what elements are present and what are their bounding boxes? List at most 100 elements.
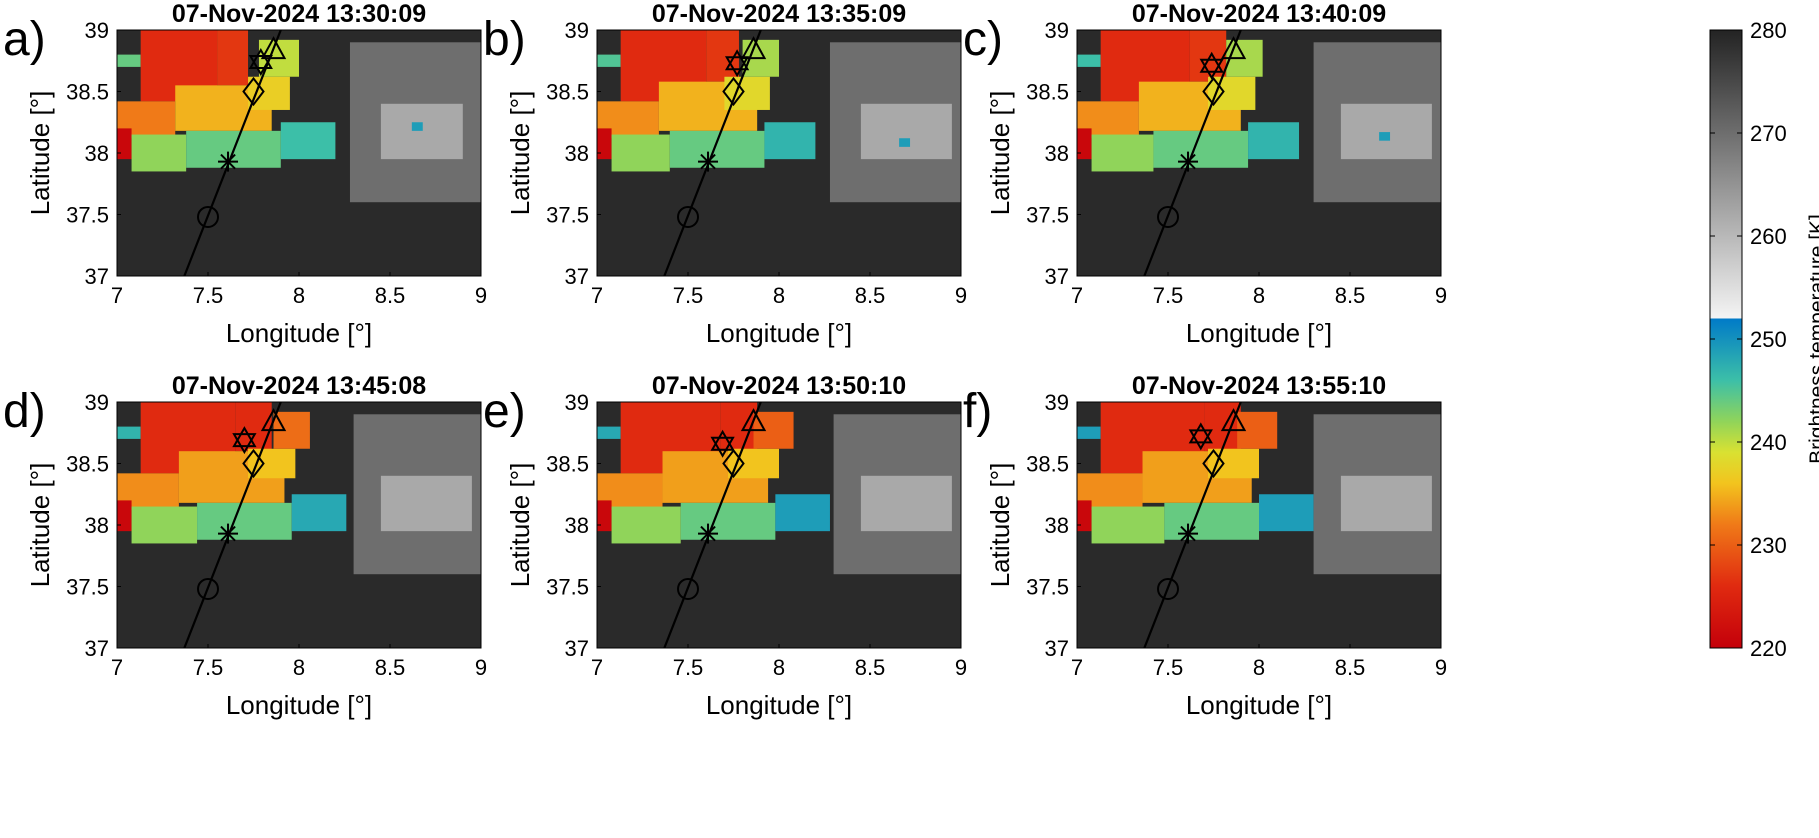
brightness-cell xyxy=(1259,494,1314,532)
plot-area xyxy=(117,402,481,648)
y-tick-label: 38.5 xyxy=(1026,80,1069,105)
brightness-cell xyxy=(380,103,463,160)
y-tick-label: 37 xyxy=(85,636,109,661)
brightness-cell xyxy=(611,506,681,544)
y-tick-label: 37.5 xyxy=(1026,203,1069,228)
brightness-cell xyxy=(899,138,911,147)
star-marker xyxy=(232,426,257,455)
x-axis-label: Longitude [°] xyxy=(1186,318,1332,348)
panel-a: 7 7.5 8 8.5 9 37 37.5 38 38.5 39 Longitude [°] Lati… xyxy=(3,0,487,348)
y-tick-label: 38 xyxy=(1045,513,1069,538)
y-tick-label: 39 xyxy=(1045,18,1069,43)
x-tick-label: 8 xyxy=(293,283,305,308)
x-tick-label: 8 xyxy=(773,655,785,680)
x-tick-label: 8.5 xyxy=(1335,283,1366,308)
brightness-cell xyxy=(764,122,816,160)
asterisk-marker xyxy=(1178,151,1199,172)
plot-area xyxy=(597,30,961,276)
brightness-cell xyxy=(291,494,347,532)
star-marker xyxy=(248,48,273,76)
brightness-cell xyxy=(117,54,141,67)
circle-marker xyxy=(1157,205,1179,228)
colorbar-tick-label: 220 xyxy=(1750,636,1787,661)
y-tick-label: 38 xyxy=(565,141,589,166)
brightness-cell xyxy=(117,500,132,532)
x-tick-label: 9 xyxy=(475,655,487,680)
circle-marker xyxy=(1157,577,1179,600)
markers xyxy=(677,36,767,228)
y-tick-label: 37.5 xyxy=(546,575,589,600)
x-tick-label: 7.5 xyxy=(1153,283,1184,308)
y-tick-label: 38 xyxy=(565,513,589,538)
colorbar-ramp xyxy=(1710,30,1742,648)
track-line xyxy=(1143,30,1242,276)
y-tick-label: 38 xyxy=(85,141,109,166)
brightness-cell xyxy=(1077,500,1092,532)
triangle-marker xyxy=(260,408,287,432)
markers xyxy=(197,408,287,600)
x-axis-label: Longitude [°] xyxy=(706,318,852,348)
markers xyxy=(1157,408,1247,600)
circle-marker xyxy=(677,205,699,228)
panel-c: 7 7.5 8 8.5 9 37 37.5 38 38.5 39 Longitude [°] Lati… xyxy=(963,0,1447,348)
star-marker xyxy=(724,49,750,78)
colorbar: 220 230 240 250 260 270 280 Brightness temperat… xyxy=(1709,18,1819,661)
markers xyxy=(1157,36,1247,228)
y-tick-label: 38.5 xyxy=(66,452,109,477)
x-tick-label: 7 xyxy=(591,655,603,680)
asterisk-marker xyxy=(218,523,239,544)
x-tick-label: 7.5 xyxy=(1153,655,1184,680)
x-tick-label: 8.5 xyxy=(1335,655,1366,680)
asterisk-marker xyxy=(698,151,719,172)
panel-title: 07-Nov-2024 13:30:09 xyxy=(172,0,426,28)
track-line xyxy=(183,30,282,276)
track-line xyxy=(663,30,762,276)
brightness-cell xyxy=(1204,402,1241,452)
brightness-cell xyxy=(1340,475,1432,532)
x-tick-label: 9 xyxy=(475,283,487,308)
brightness-cell xyxy=(380,475,472,532)
plot-area xyxy=(117,30,481,276)
y-tick-label: 37 xyxy=(85,264,109,289)
markers xyxy=(677,408,767,600)
y-tick-label: 37 xyxy=(1045,636,1069,661)
brightness-cell xyxy=(597,128,612,160)
brightness-cell xyxy=(217,30,249,86)
y-tick-label: 37.5 xyxy=(66,575,109,600)
x-tick-label: 8 xyxy=(773,283,785,308)
brightness-cell xyxy=(131,134,187,172)
x-axis-label: Longitude [°] xyxy=(226,318,372,348)
x-axis-label: Longitude [°] xyxy=(226,690,372,720)
asterisk-marker xyxy=(698,523,719,544)
brightness-cell xyxy=(1153,130,1249,168)
triangle-marker xyxy=(1220,36,1247,60)
brightness-cell xyxy=(117,426,141,439)
x-axis-label: Longitude [°] xyxy=(1186,690,1332,720)
asterisk-marker xyxy=(218,151,239,172)
plot-area xyxy=(597,402,961,648)
x-tick-label: 7 xyxy=(111,655,123,680)
colorbar-label: Brightness temperature [K] xyxy=(1806,214,1819,464)
brightness-cell xyxy=(1077,426,1101,439)
panel-letter: a) xyxy=(3,13,46,66)
brightness-cell xyxy=(597,54,621,67)
y-tick-label: 39 xyxy=(85,18,109,43)
brightness-cell xyxy=(597,426,621,439)
star-marker xyxy=(1188,422,1213,451)
y-tick-label: 39 xyxy=(565,390,589,415)
x-tick-label: 8.5 xyxy=(855,283,886,308)
x-tick-label: 7.5 xyxy=(673,283,704,308)
panel-f: 7 7.5 8 8.5 9 37 37.5 38 38.5 39 Longitude [°] Lati… xyxy=(963,372,1447,720)
brightness-cell xyxy=(680,502,776,540)
brightness-cell xyxy=(860,103,952,160)
y-axis-label: Latitude [°] xyxy=(505,463,535,588)
colorbar-tick-label: 260 xyxy=(1750,224,1787,249)
triangle-marker xyxy=(740,408,767,432)
y-axis-label: Latitude [°] xyxy=(985,91,1015,216)
y-tick-label: 39 xyxy=(1045,390,1069,415)
x-tick-label: 8 xyxy=(293,655,305,680)
circle-marker xyxy=(677,577,699,600)
colorbar-tick-label: 270 xyxy=(1750,121,1787,146)
diamond-marker xyxy=(722,76,745,107)
x-tick-label: 8 xyxy=(1253,283,1265,308)
